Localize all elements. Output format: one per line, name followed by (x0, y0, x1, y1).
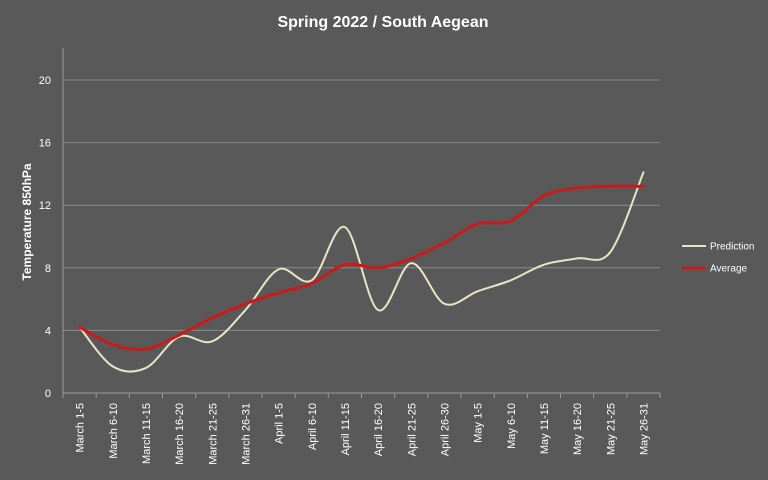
x-tick-label: April 6-10 (307, 403, 319, 450)
y-tick-label: 0 (45, 388, 51, 400)
x-tick-label: April 21-25 (406, 403, 418, 456)
legend-label: Prediction (710, 242, 754, 253)
x-tick-label: April 11-15 (340, 403, 352, 455)
x-tick-label: March 21-25 (207, 403, 219, 465)
legend-label: Average (710, 264, 748, 275)
x-tick-label: March 16-20 (174, 403, 186, 465)
x-tick-label: March 6-10 (108, 403, 120, 459)
x-tick-label: March 1-5 (75, 403, 87, 453)
x-tick-label: May 16-20 (572, 403, 584, 455)
series-line-average (78, 184, 645, 352)
x-tick-label: May 21-25 (605, 403, 617, 455)
y-tick-label: 4 (45, 325, 51, 337)
y-tick-label: 8 (45, 263, 51, 275)
series-lines (78, 171, 645, 373)
grid-lines (62, 48, 661, 398)
x-tick-label: May 6-10 (506, 403, 518, 449)
x-axis-ticks: March 1-5 March 6-10 March 11-15 March 16-2… (75, 403, 651, 465)
x-tick-label: March 26-31 (240, 403, 252, 465)
chart-title: Spring 2022 / South Aegean (277, 14, 488, 31)
y-tick-label: 12 (39, 200, 51, 212)
y-tick-label: 16 (39, 138, 51, 150)
y-axis-label: Temperature 850hPa (20, 163, 34, 280)
x-tick-label: May 11-15 (539, 403, 551, 454)
x-tick-label: April 26-30 (439, 403, 451, 456)
x-tick-label: May 26-31 (638, 403, 650, 455)
x-tick-label: March 11-15 (141, 403, 153, 464)
y-axis-ticks: 0 4 8 12 16 20 (39, 75, 51, 400)
x-tick-label: April 1-5 (274, 403, 286, 444)
y-tick-label: 20 (39, 75, 51, 87)
legend: Prediction Average (682, 242, 754, 275)
x-tick-label: April 16-20 (373, 403, 385, 456)
x-tick-label: May 1-5 (473, 403, 485, 443)
